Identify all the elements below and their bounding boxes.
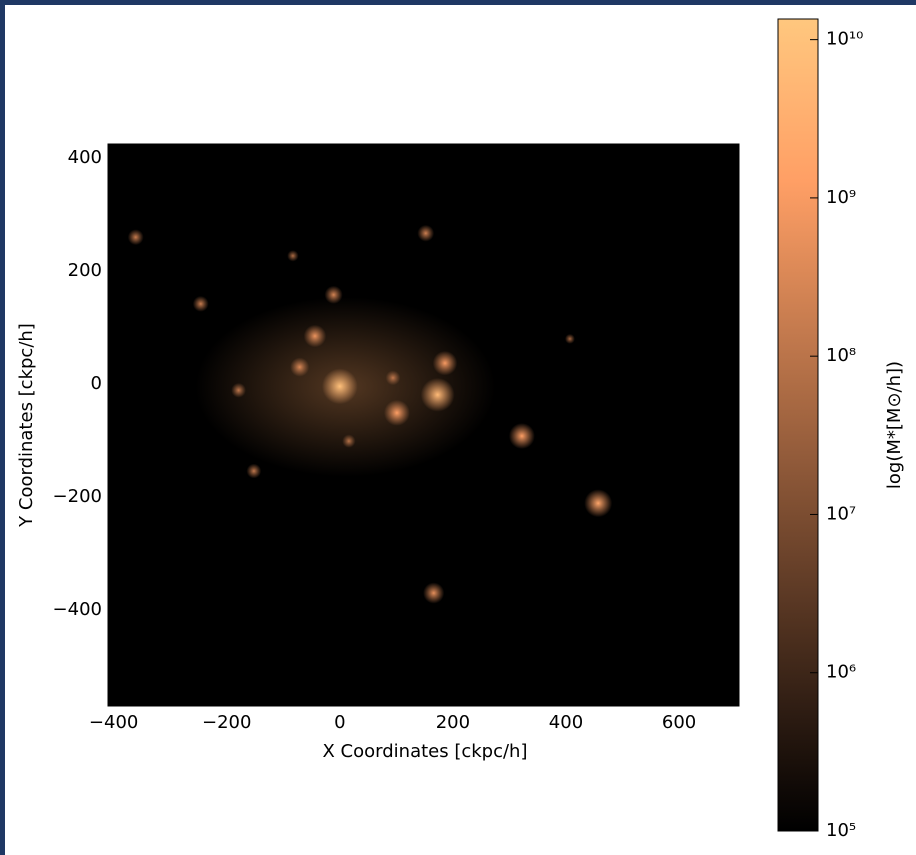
source: [584, 489, 612, 517]
colorbar-tick-label: 10⁷: [826, 503, 856, 524]
y-tick-label: 400: [68, 147, 102, 168]
colorbar: [778, 19, 818, 831]
source: [325, 286, 343, 304]
colorbar-tick-label: 10⁶: [826, 662, 856, 683]
x-tick-label: −200: [202, 712, 251, 733]
x-axis-label: X Coordinates [ckpc/h]: [323, 741, 528, 762]
source: [342, 434, 355, 447]
colorbar-tick-label: 10⁵: [826, 820, 856, 841]
panel: X Coordinates [ckpc/h] Y Coordinates [ck…: [5, 5, 916, 855]
y-tick-label: 0: [91, 373, 102, 394]
x-tick-label: 0: [334, 712, 345, 733]
x-tick-label: 200: [436, 712, 470, 733]
chart: X Coordinates [ckpc/h] Y Coordinates [ck…: [5, 5, 916, 855]
y-tick-label: −400: [53, 599, 102, 620]
colorbar-tick-label: 10¹⁰: [826, 29, 863, 50]
y-tick-label: 200: [68, 260, 102, 281]
y-axis-label: Y Coordinates [ckpc/h]: [16, 323, 37, 528]
colorbar-label: log(M*[M⊙/h]): [884, 361, 905, 489]
page: {"chart_data": {"type": "scatter", "x_la…: [0, 0, 916, 855]
source: [290, 358, 309, 377]
source: [565, 334, 575, 344]
source: [287, 250, 298, 261]
x-tick-label: 600: [662, 712, 696, 733]
x-tick-label: 400: [549, 712, 583, 733]
source: [433, 351, 458, 376]
colorbar-tick-label: 10⁸: [826, 345, 856, 366]
source: [384, 400, 410, 426]
source: [423, 582, 444, 603]
source: [421, 378, 455, 412]
source: [509, 423, 535, 449]
x-tick-label: −400: [89, 712, 138, 733]
source: [322, 368, 358, 404]
source: [193, 296, 209, 312]
source: [417, 225, 434, 242]
source: [231, 383, 246, 398]
source: [304, 325, 327, 348]
source: [128, 229, 144, 245]
y-tick-label: −200: [53, 486, 102, 507]
source: [386, 370, 401, 385]
source: [247, 464, 262, 479]
colorbar-tick-label: 10⁹: [826, 187, 856, 208]
